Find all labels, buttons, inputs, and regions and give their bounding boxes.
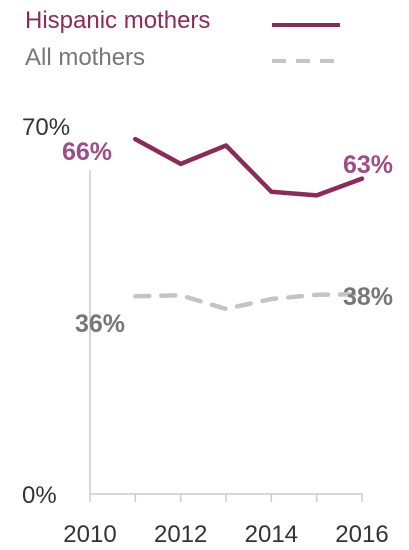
annotations: 66% 63% 36% 38% <box>62 138 393 338</box>
series-line-all-mothers <box>133 291 365 312</box>
y-tick-label-0: 0% <box>22 482 57 509</box>
annotation-all-end: 38% <box>343 283 393 311</box>
legend: Hispanic mothers All mothers <box>25 7 340 71</box>
x-tick-label-2010: 2010 <box>63 521 116 548</box>
legend-label-hispanic: Hispanic mothers <box>25 7 210 34</box>
annotation-all-start: 36% <box>75 310 125 338</box>
y-axis-tick-labels: 0% 70% <box>22 114 70 509</box>
axes: 2010 2012 2014 2016 0% 70% <box>22 114 389 548</box>
annotation-hispanic-end: 63% <box>343 151 393 179</box>
x-axis-ticks <box>89 494 363 502</box>
series-line-hispanic-mothers <box>133 136 365 198</box>
y-tick-label-1: 70% <box>22 114 70 141</box>
annotation-hispanic-start: 66% <box>62 138 112 166</box>
x-tick-label-2014: 2014 <box>245 521 298 548</box>
legend-label-all: All mothers <box>25 44 145 71</box>
series-group <box>133 136 365 312</box>
x-axis-tick-labels: 2010 2012 2014 2016 <box>63 521 388 548</box>
x-tick-label-2012: 2012 <box>154 521 207 548</box>
x-tick-label-2016: 2016 <box>335 521 388 548</box>
